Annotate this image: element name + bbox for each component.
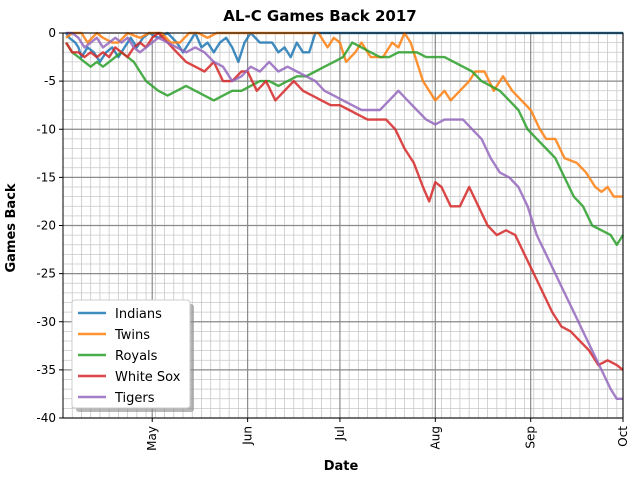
x-tick-label: Jun <box>241 426 255 446</box>
legend-label: Tigers <box>114 391 155 406</box>
legend-items: Indians Twins Royals White Sox Tigers <box>78 307 181 406</box>
y-tick-label: -10 <box>36 122 56 136</box>
x-tick-label: Oct <box>616 426 630 447</box>
series-line-white-sox <box>65 31 624 371</box>
x-tick-label: Sep <box>524 426 538 449</box>
x-tick-label: May <box>145 426 159 451</box>
y-axis-label: Games Back <box>4 183 19 272</box>
y-tick-label: -35 <box>36 363 56 377</box>
x-axis-label: Date <box>324 459 359 474</box>
y-axis: 0 -5 -10 -15 -20 -25 -30 -35 -40 <box>36 26 63 425</box>
legend: Indians Twins Royals White Sox Tigers <box>71 299 194 412</box>
legend-box <box>71 299 191 409</box>
series-lines <box>65 31 625 400</box>
x-axis: May Jun Jul Aug Sep Oct <box>145 418 630 451</box>
y-tick-label: -25 <box>36 267 56 281</box>
legend-label: White Sox <box>115 370 181 385</box>
y-tick-label: -40 <box>36 411 56 425</box>
y-tick-label: -15 <box>36 170 56 184</box>
y-tick-label: -20 <box>36 219 56 233</box>
series-line-royals <box>65 41 625 247</box>
legend-label: Royals <box>115 349 158 364</box>
legend-label: Twins <box>114 328 150 343</box>
legend-label: Indians <box>115 307 162 322</box>
series-line-tigers <box>66 31 623 400</box>
series-line-twins <box>65 31 623 198</box>
y-tick-label: 0 <box>48 26 56 40</box>
x-tick-label: Jul <box>333 426 347 441</box>
y-tick-label: -5 <box>44 74 56 88</box>
series-line-indians <box>65 31 623 64</box>
y-tick-label: -30 <box>36 315 56 329</box>
x-tick-label: Aug <box>428 426 442 449</box>
chart-title: AL-C Games Back 2017 <box>223 7 416 25</box>
